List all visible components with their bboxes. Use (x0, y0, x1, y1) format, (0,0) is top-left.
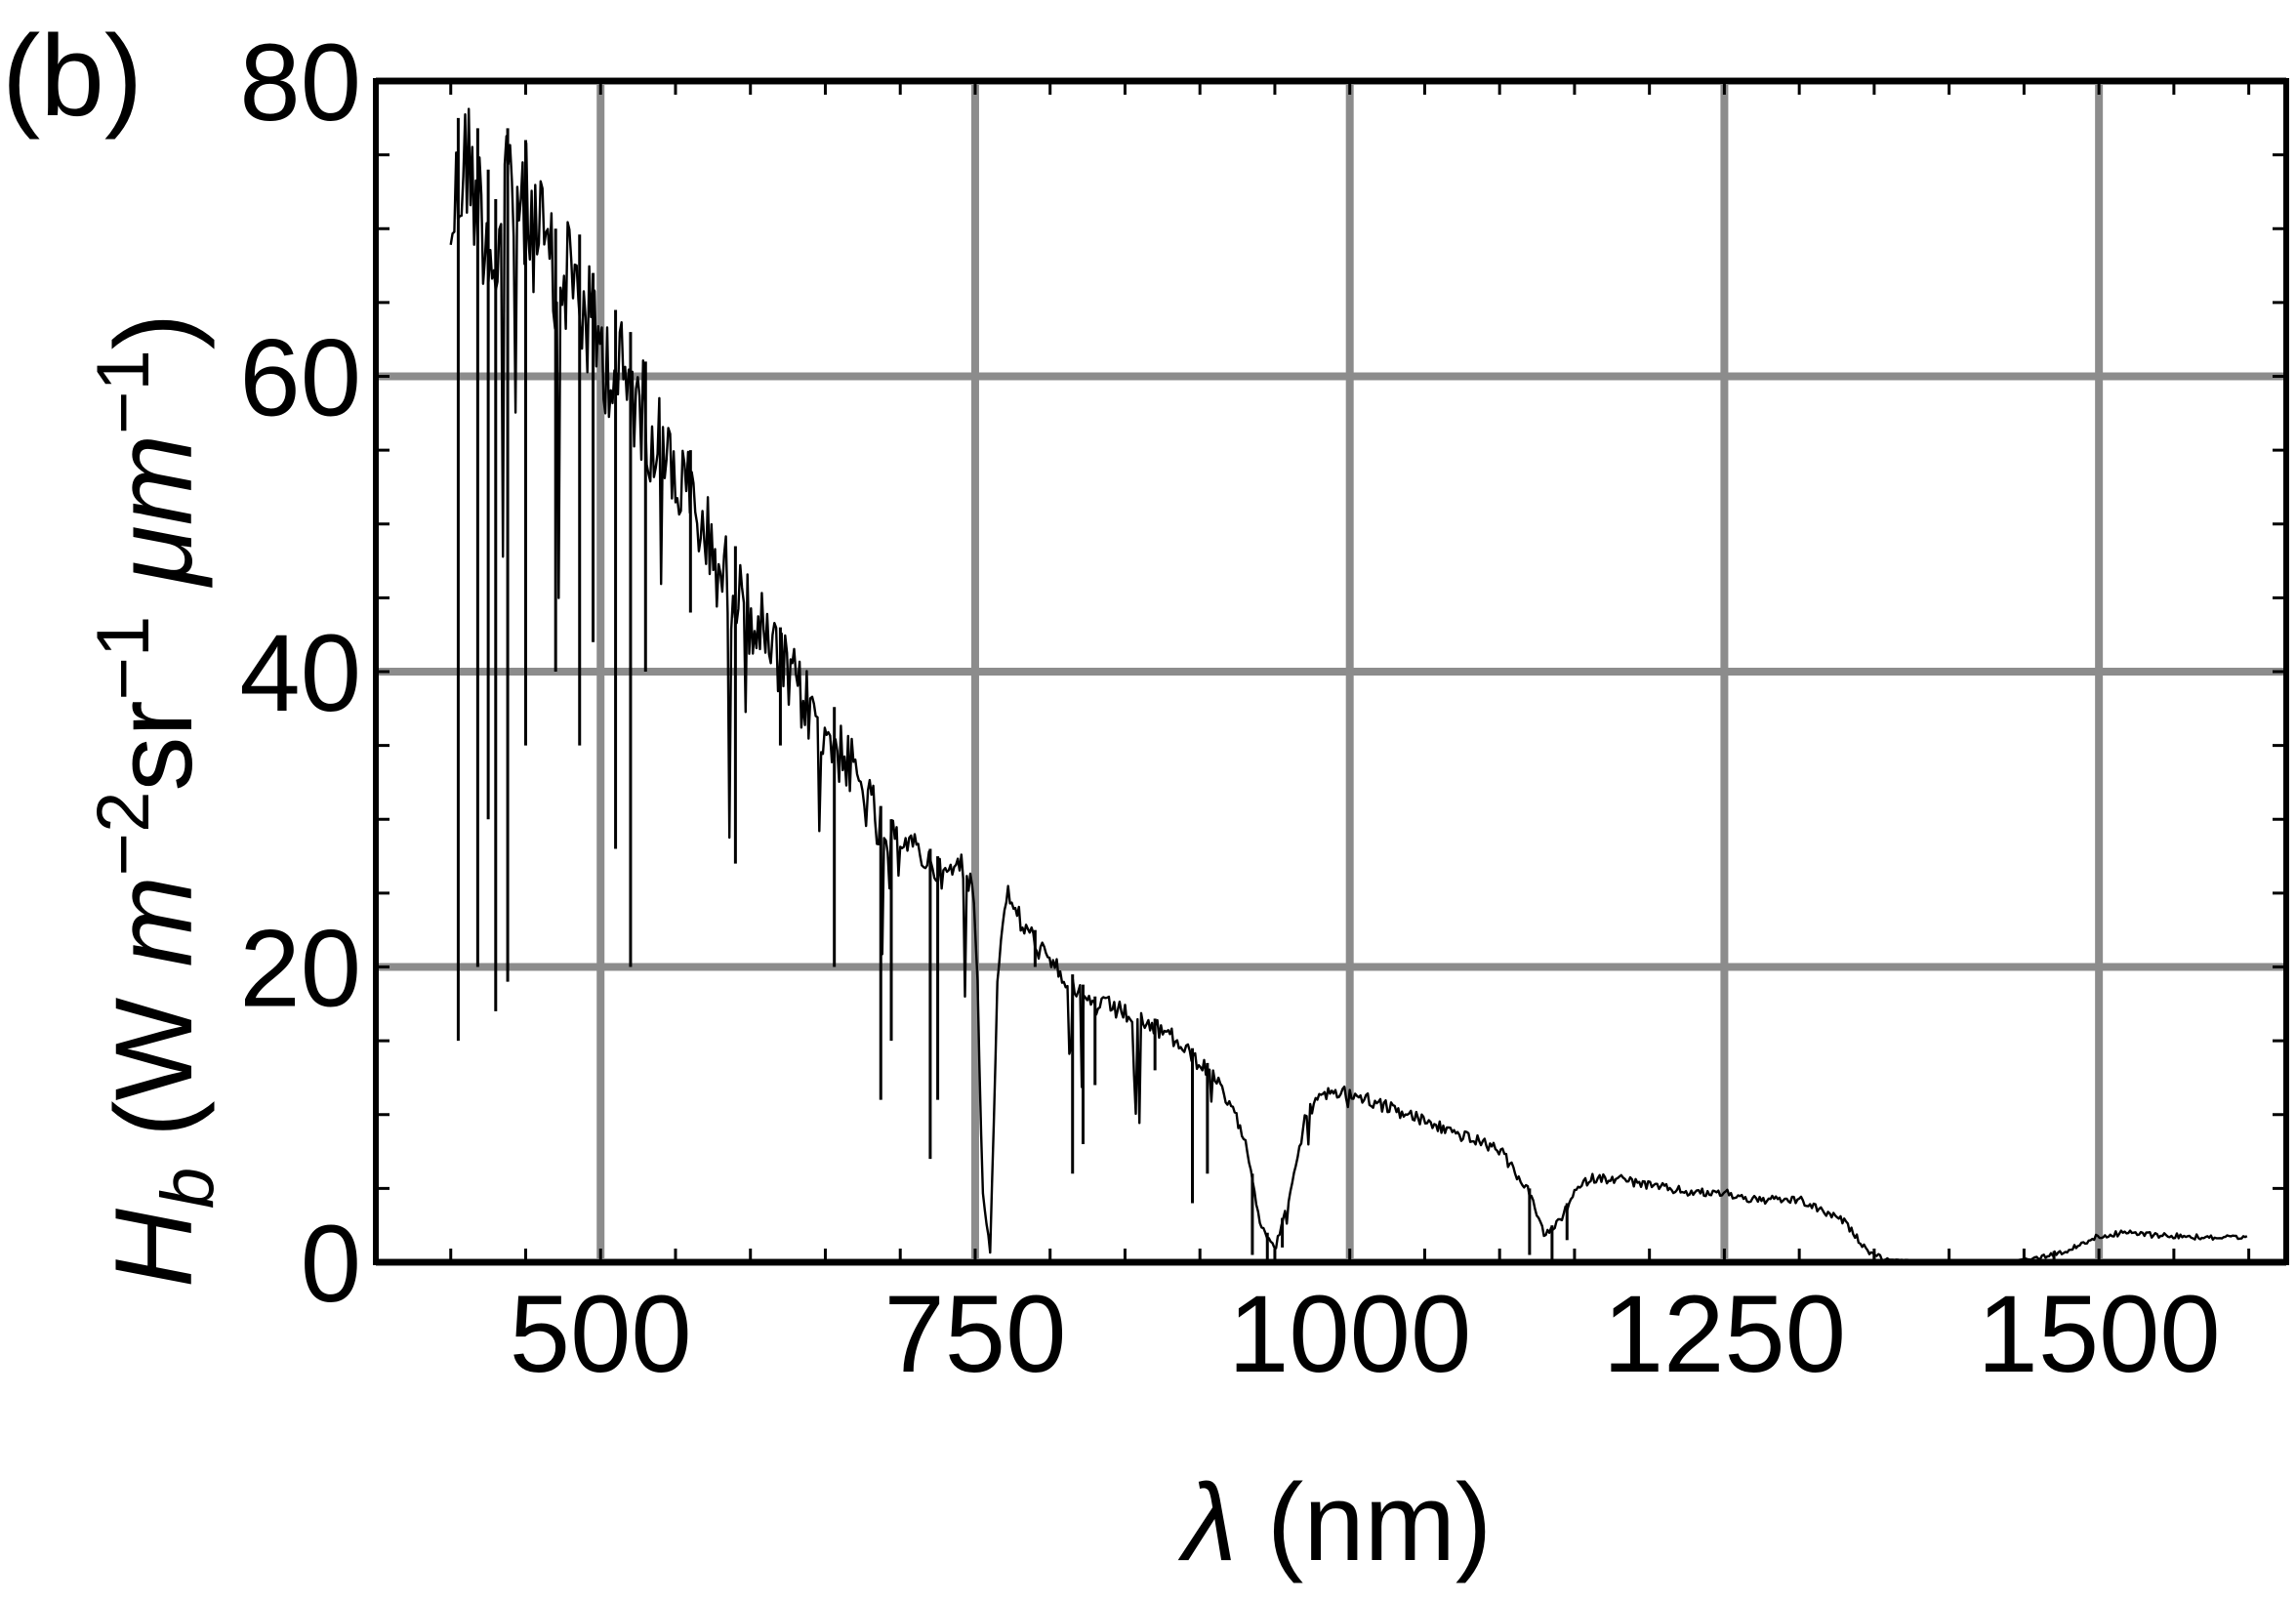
x-tick-label: 1250 (1603, 1273, 1846, 1395)
panel-label: (b) (2, 12, 143, 141)
x-tick-label: 1500 (1978, 1273, 2221, 1395)
y-axis-unit-part: μm (93, 434, 215, 589)
y-axis-unit-part (93, 586, 215, 616)
y-axis-label: Hb (W m−2sr−1 μm−1) (82, 313, 229, 1288)
x-tick-label: 1000 (1228, 1273, 1471, 1395)
y-tick-label: 40 (239, 612, 361, 734)
y-tick-labels: 0 20 40 60 80 (239, 21, 361, 1325)
x-axis-unit: (nm) (1237, 1461, 1492, 1583)
x-axis-label: λ (nm) (1177, 1461, 1492, 1583)
x-axis-symbol: λ (1177, 1461, 1237, 1583)
y-axis-subscript: b (146, 1168, 229, 1209)
y-tick-label: 0 (301, 1203, 361, 1325)
plot-frame (373, 78, 2289, 1265)
y-axis-unit-part: sr (93, 700, 215, 791)
y-tick-label: 80 (239, 21, 361, 144)
y-tick-label: 20 (239, 908, 361, 1030)
x-tick-label: 750 (884, 1273, 1067, 1395)
x-tick-label: 500 (510, 1273, 692, 1395)
y-axis-unit-part: ) (93, 313, 215, 349)
y-tick-label: 60 (239, 317, 361, 439)
y-axis-unit-part: m (93, 876, 215, 966)
y-axis-unit-part: −2 (82, 792, 165, 877)
y-axis-unit-part: −1 (82, 616, 165, 701)
y-axis-unit-part: −1 (82, 349, 165, 434)
y-axis-unit-part: (W (93, 967, 215, 1168)
x-tick-labels: 500 750 1000 1250 1500 (510, 1273, 2221, 1395)
y-axis-symbol: H (93, 1209, 215, 1288)
svg-text:Hb (W m−2sr−1 μm−1): Hb (W m−2sr−1 μm−1) (82, 313, 229, 1288)
